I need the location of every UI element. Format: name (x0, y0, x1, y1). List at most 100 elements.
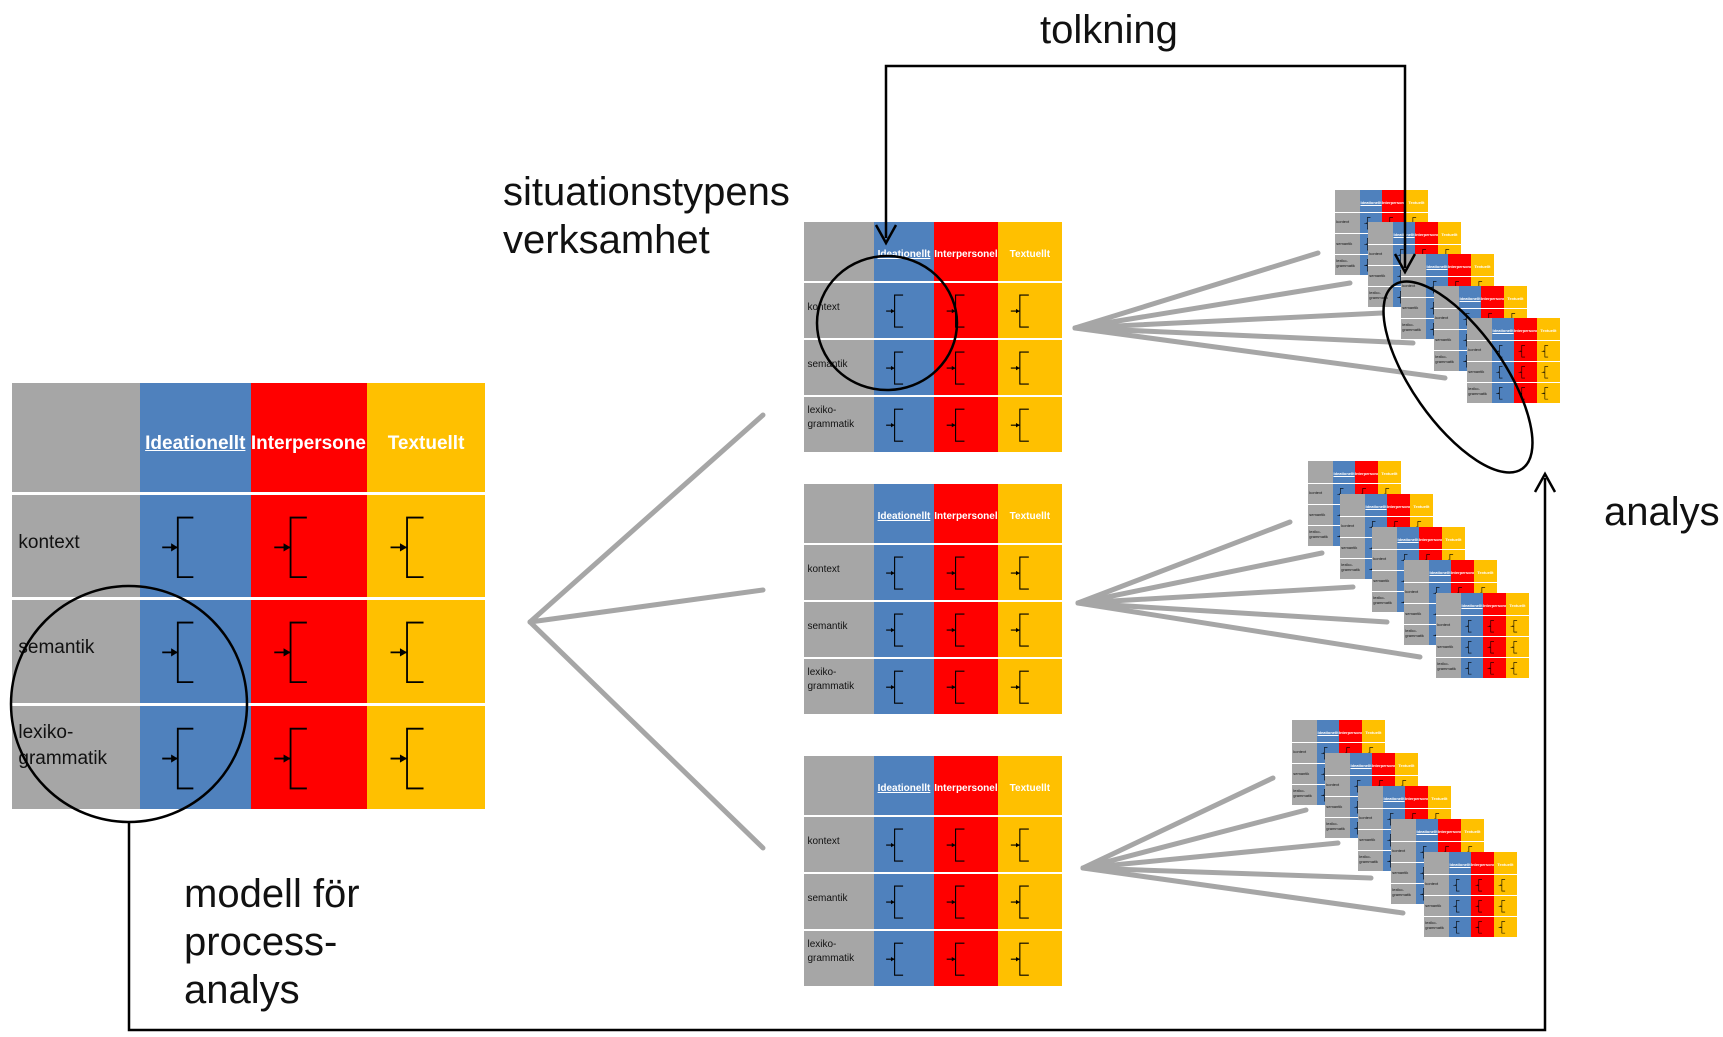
arrow-bracket-icon (251, 706, 367, 809)
column-header: Ideationellt (1397, 527, 1419, 549)
connector-line (1080, 840, 1341, 871)
matrix-cell (1461, 635, 1483, 657)
arrow-bracket-icon (1483, 616, 1506, 636)
row-label-cell: lexiko- grammatik (1340, 557, 1366, 579)
column-header-label: Ideationellt (877, 782, 931, 794)
column-header: Textuellt (1361, 720, 1385, 742)
column-header-label: Interpersonellt (1354, 470, 1378, 476)
column-header: Interpersonellt (934, 222, 998, 281)
row-label: semantik (1336, 240, 1353, 246)
row-label: kontext (1369, 251, 1383, 257)
row-label-cell: semantik (804, 599, 874, 657)
arrow-bracket-icon (934, 340, 997, 395)
row-label-cell: kontext (1404, 581, 1430, 603)
row-label: kontext (1293, 749, 1307, 755)
column-header: Textuellt (1441, 527, 1465, 549)
arrow-bracket-icon (251, 495, 367, 598)
highlight-ellipse-model (9, 584, 249, 824)
connector-line (1080, 865, 1406, 916)
column-header: Ideationellt (1365, 494, 1387, 516)
column-header-label: Textuellt (1441, 231, 1458, 237)
row-label-cell: kontext (804, 814, 874, 872)
row-label-cell: semantik (1424, 894, 1450, 916)
arrow-bracket-icon (1461, 658, 1483, 678)
header-blank-cell (1436, 593, 1462, 615)
column-header: Interpersonellt (1480, 286, 1504, 308)
row-label: lexiko- grammatik (1326, 820, 1345, 832)
matrix-cell (367, 491, 485, 598)
column-header: Textuellt (1437, 222, 1461, 244)
row-label: kontext (1392, 848, 1406, 854)
column-header: Ideationellt (1350, 753, 1372, 775)
connector-line (1075, 600, 1390, 625)
situation-table-3: Ideationellt Interpersonellt Textuellt kont… (804, 756, 1062, 986)
arrow-bracket-icon (1506, 616, 1529, 636)
column-header-label: Ideationellt (1360, 199, 1382, 205)
row-label: semantik (1373, 577, 1390, 583)
row-label-cell: lexiko- grammatik (1325, 816, 1351, 838)
column-header-label: Interpersonellt (1480, 295, 1504, 301)
matrix-cell (873, 337, 935, 395)
matrix-cell (139, 702, 251, 809)
row-label-cell: semantik (1372, 569, 1398, 591)
row-label-cell: semantik (1401, 296, 1427, 318)
row-label: lexiko- grammatik (1336, 257, 1355, 269)
arrow-bracket-icon (1506, 637, 1529, 657)
arrow-bracket-icon (874, 874, 935, 929)
column-header-label: Ideationellt (1492, 327, 1514, 333)
matrix-cell (1505, 656, 1529, 678)
column-header: Interpersonellt (1386, 494, 1410, 516)
row-label: semantik (18, 637, 95, 659)
column-header: Ideationellt (139, 383, 251, 492)
arrow-bracket-icon (934, 817, 997, 872)
row-label-cell: semantik (1434, 328, 1460, 350)
row-label-cell: kontext (1424, 873, 1450, 895)
connector-line (1075, 584, 1356, 606)
connector-line (527, 587, 766, 625)
column-header: Textuellt (1536, 318, 1560, 340)
matrix-cell (1482, 635, 1506, 657)
arrow-bracket-icon (1492, 362, 1514, 382)
column-header-label: Textuellt (1365, 729, 1382, 735)
arrow-bracket-icon (874, 602, 935, 657)
column-header-label: Textuellt (1509, 602, 1526, 608)
row-label-cell: kontext (1335, 211, 1361, 233)
arrow-bracket-icon (1449, 896, 1471, 916)
column-header-label: Interpersonellt (1437, 828, 1461, 834)
column-header: Ideationellt (873, 756, 935, 815)
header-blank-cell (1372, 527, 1398, 549)
arrow-bracket-icon (367, 495, 485, 598)
row-label-cell: semantik (12, 597, 140, 703)
matrix-cell (997, 656, 1062, 714)
row-label-cell: lexiko- grammatik (1372, 590, 1398, 612)
column-header: Interpersonellt (1414, 222, 1438, 244)
arrow-bracket-icon (140, 495, 251, 598)
column-header-label: Ideationellt (145, 432, 246, 454)
arrow-bracket-icon (140, 600, 251, 703)
arrow-bracket-icon (1492, 383, 1514, 403)
arrow-bracket-icon (1537, 383, 1560, 403)
column-header: Interpersonellt (1404, 786, 1428, 808)
label-modell-for-processanalys: modell för process- analys (184, 872, 360, 1012)
arrow-bracket-icon (874, 283, 935, 338)
arrow-bracket-icon (1461, 616, 1483, 636)
arrow-bracket-icon (140, 706, 251, 809)
arrow-bracket-icon (251, 600, 367, 703)
matrix-cell (997, 814, 1062, 872)
column-header: Textuellt (1473, 560, 1497, 582)
column-header-label: Textuellt (1431, 795, 1448, 801)
header-blank-cell (1358, 786, 1384, 808)
column-header-label: Interpersonellt (250, 432, 367, 454)
column-header-label: Ideationellt (1461, 602, 1483, 608)
highlight-ellipse-situation (815, 254, 959, 392)
matrix-cell (997, 599, 1062, 657)
column-header: Ideationellt (1360, 190, 1382, 212)
row-label: kontext (1309, 490, 1323, 496)
arrow-bracket-icon (1471, 896, 1494, 916)
matrix-cell (997, 337, 1062, 395)
row-label: semantik (1369, 272, 1386, 278)
row-label: lexiko- grammatik (1392, 886, 1411, 898)
row-label: lexiko- grammatik (1437, 660, 1456, 672)
column-header-label: Textuellt (1381, 470, 1398, 476)
